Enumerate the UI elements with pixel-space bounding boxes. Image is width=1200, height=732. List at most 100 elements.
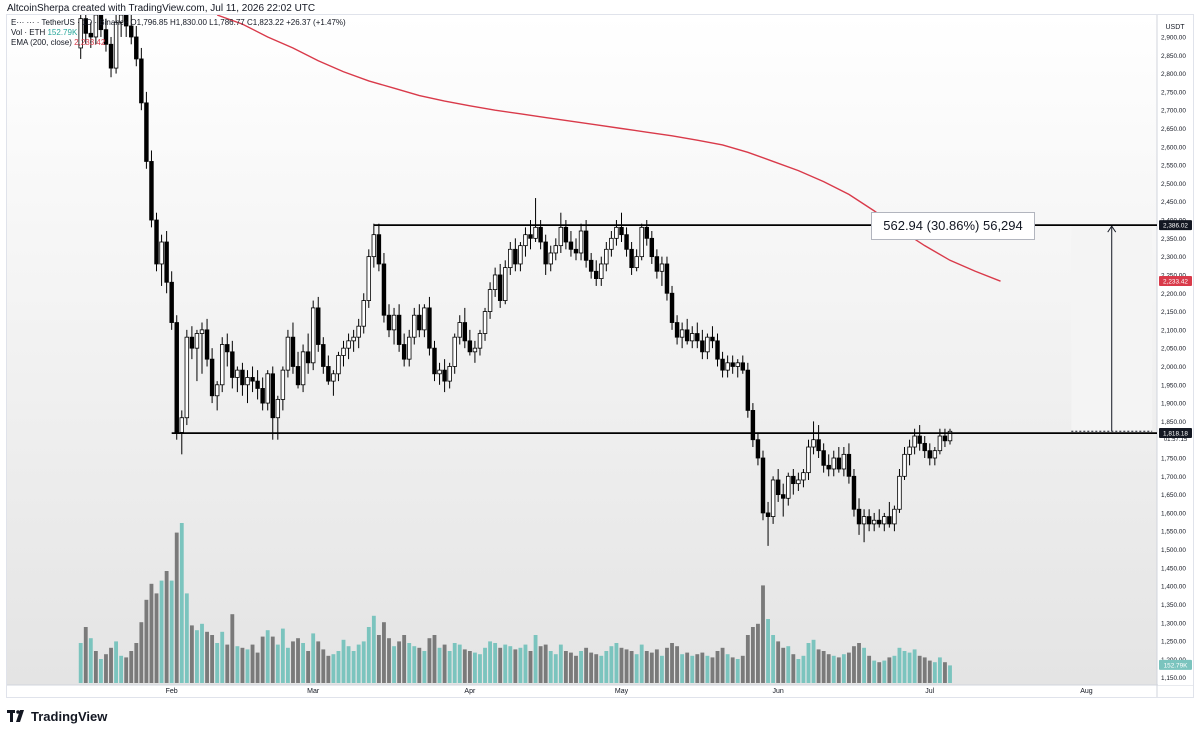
candle xyxy=(654,249,660,279)
candle xyxy=(326,355,331,385)
volume-bar xyxy=(397,641,402,683)
volume-bar xyxy=(169,580,174,683)
candle xyxy=(760,450,766,521)
candle xyxy=(351,329,356,352)
candle-body xyxy=(604,248,609,265)
volume-bar xyxy=(665,647,669,683)
candle xyxy=(543,234,548,275)
candle-body xyxy=(235,369,240,378)
volume-bar xyxy=(215,643,220,683)
volume-bar xyxy=(129,651,134,683)
volume-bar xyxy=(902,651,907,683)
candle-body xyxy=(801,472,806,481)
volume-bar xyxy=(417,647,422,683)
volume-bar xyxy=(513,649,518,683)
candle xyxy=(705,333,710,360)
candle xyxy=(346,333,351,360)
volume-bar xyxy=(341,639,346,683)
candle xyxy=(93,15,99,45)
volume-bar xyxy=(316,641,321,683)
time-tick-label: Jun xyxy=(773,688,784,695)
candle xyxy=(492,267,498,297)
candle-body xyxy=(113,21,119,69)
volume-bar xyxy=(548,651,553,683)
candle-body xyxy=(856,508,862,525)
volume-bar xyxy=(376,635,381,683)
candle-body xyxy=(341,347,346,356)
candle-body xyxy=(942,435,948,442)
candle-body xyxy=(811,439,816,448)
candle xyxy=(290,322,296,374)
candle xyxy=(336,351,341,382)
volume-bar xyxy=(422,651,427,683)
volume-bar xyxy=(599,655,604,683)
candle xyxy=(831,450,836,477)
price-tag-label: 2,233.42 xyxy=(1163,279,1188,286)
candle xyxy=(503,260,508,305)
candle xyxy=(214,381,220,411)
candle xyxy=(593,260,599,286)
candle-body xyxy=(533,226,538,239)
candle-body xyxy=(255,380,260,389)
volume-bar xyxy=(791,654,796,683)
candle-body xyxy=(492,274,498,290)
candle xyxy=(118,15,124,37)
candle-body xyxy=(806,446,811,474)
candle-body xyxy=(432,347,437,375)
volume-bar xyxy=(715,651,720,683)
volume-bar xyxy=(624,649,629,683)
candle xyxy=(942,428,948,448)
candle-body xyxy=(882,516,887,525)
candle-body xyxy=(568,241,574,250)
candle-body xyxy=(336,355,341,375)
candle xyxy=(796,472,801,491)
volume-bar xyxy=(720,647,725,683)
candle xyxy=(604,241,609,272)
measure-label[interactable]: 562.94 (30.86%) 56,294 xyxy=(871,212,1035,240)
candle xyxy=(780,483,786,517)
candle xyxy=(801,468,806,488)
candle xyxy=(108,36,114,78)
price-tick-label: 2,750.00 xyxy=(1161,89,1186,96)
candle xyxy=(255,370,260,400)
candle-body xyxy=(846,453,852,477)
volume-legend[interactable]: Vol · ETH 152.79K xyxy=(11,28,77,37)
time-tick-label: May xyxy=(615,688,629,695)
volume-bar xyxy=(452,643,457,683)
candle xyxy=(422,304,427,338)
volume-bar xyxy=(321,649,326,683)
candle-body xyxy=(786,475,791,499)
price-tick-label: 2,300.00 xyxy=(1161,254,1186,261)
volume-bar xyxy=(877,662,882,683)
volume-bar xyxy=(680,654,685,683)
volume-bar xyxy=(644,651,649,683)
ema-200-line xyxy=(216,15,1001,282)
candle xyxy=(139,47,144,111)
price-tick-label: 1,350.00 xyxy=(1161,602,1186,609)
candle-body xyxy=(326,366,331,382)
candlestick-chart[interactable]: USDT1,150.001,200.001,250.001,300.001,35… xyxy=(7,15,1193,697)
volume-bar xyxy=(457,644,462,683)
candle xyxy=(715,333,720,367)
price-axis[interactable] xyxy=(1158,15,1193,685)
candle-body xyxy=(174,322,179,433)
candle xyxy=(664,256,670,301)
candle-body xyxy=(659,263,665,272)
volume-bar xyxy=(134,643,139,683)
candle-body xyxy=(573,248,579,254)
candle-body xyxy=(295,366,301,386)
candle xyxy=(588,252,594,279)
candle-body xyxy=(214,384,220,397)
volume-bar xyxy=(892,655,897,683)
ema-legend[interactable]: EMA (200, close) 2,233.42 xyxy=(11,38,105,47)
chart-area[interactable]: USDT1,150.001,200.001,250.001,300.001,35… xyxy=(6,14,1194,698)
volume-bar xyxy=(528,651,533,683)
candle xyxy=(144,91,149,169)
volume-bar xyxy=(796,659,801,683)
symbol-legend[interactable]: E··· ··· · TetherUS · 1D · Binance O1,79… xyxy=(11,18,346,27)
candle xyxy=(523,227,528,257)
volume-bar xyxy=(538,646,543,683)
candle-body xyxy=(523,234,528,247)
price-tick-label: 2,050.00 xyxy=(1161,346,1186,353)
volume-bar xyxy=(139,622,144,683)
